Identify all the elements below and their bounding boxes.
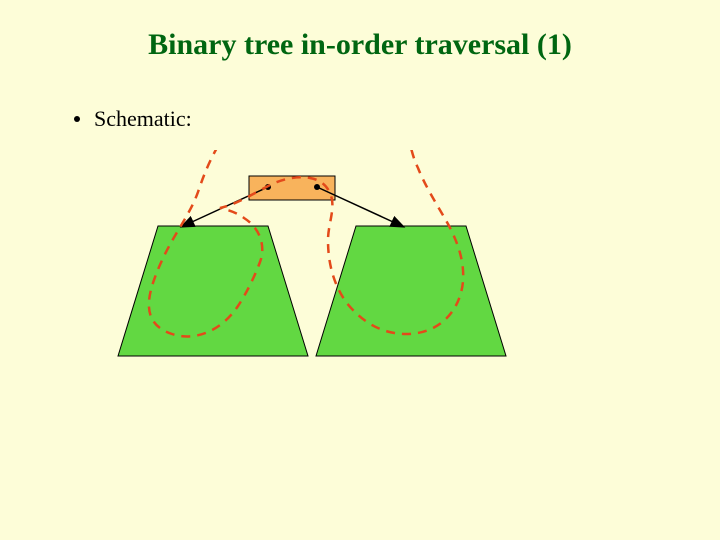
bullet-dot: [74, 116, 80, 122]
right-subtree: [316, 226, 506, 356]
right-child-arrow-origin-dot: [314, 184, 320, 190]
slide: Binary tree in-order traversal (1) Schem…: [0, 0, 720, 540]
bullet-row: Schematic:: [74, 106, 192, 132]
bullet-text: Schematic:: [94, 106, 192, 132]
slide-title: Binary tree in-order traversal (1): [0, 28, 720, 62]
left-subtree: [118, 226, 308, 356]
root-node: [249, 176, 335, 200]
traversal-diagram: [114, 150, 514, 395]
